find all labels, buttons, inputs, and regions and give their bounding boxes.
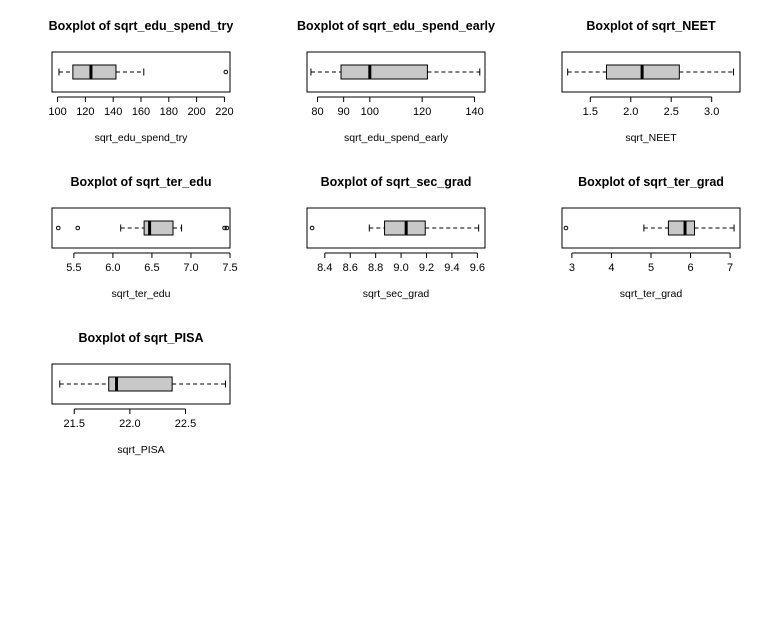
x-tick-label: 6: [687, 262, 693, 274]
x-tick-label: 220: [215, 106, 233, 118]
x-tick-label: 9.0: [393, 262, 408, 274]
iqr-box: [72, 64, 117, 80]
panel-title: Boxplot of sqrt_PISA: [78, 331, 203, 345]
x-tick-label: 8.6: [343, 262, 358, 274]
plot-frame: [561, 207, 741, 249]
panel-title: Boxplot of sqrt_NEET: [586, 19, 716, 33]
x-tick-label: 120: [413, 106, 431, 118]
outlier-point: [224, 225, 230, 231]
x-tick-label: 22.0: [119, 418, 140, 430]
x-tick-label: 9.6: [470, 262, 485, 274]
x-tick-label: 7: [727, 262, 733, 274]
x-axis-label: sqrt_ter_edu: [112, 288, 171, 300]
boxplot-panel: Boxplot of sqrt_NEET 1.5 2.0 2.5 3.0 sqrt_NEE…: [561, 19, 741, 144]
outlier-point: [309, 225, 315, 231]
x-tick-label: 6.0: [105, 262, 120, 274]
x-tick-label: 160: [132, 106, 150, 118]
x-tick-label: 1.5: [583, 106, 598, 118]
x-tick-label: 140: [104, 106, 122, 118]
boxplot-panel: Boxplot of sqrt_ter_edu 5.5 6.0 6.5 7.0 7.5 sq…: [51, 175, 238, 300]
x-tick-label: 7.5: [222, 262, 237, 274]
iqr-box: [340, 64, 428, 80]
plot-frame: [306, 51, 486, 93]
x-tick-label: 9.2: [419, 262, 434, 274]
plot-frame: [51, 51, 231, 93]
x-axis-label: sqrt_ter_grad: [620, 288, 683, 300]
x-tick-label: 21.5: [64, 418, 85, 430]
x-tick-label: 4: [608, 262, 614, 274]
x-tick-label: 120: [76, 106, 94, 118]
x-tick-label: 22.5: [175, 418, 196, 430]
x-axis-label: sqrt_NEET: [625, 132, 677, 144]
x-tick-label: 2.0: [623, 106, 638, 118]
x-tick-label: 8.4: [317, 262, 332, 274]
boxplot-panel: Boxplot of sqrt_edu_spend_early 80 90 100 12…: [297, 19, 495, 144]
x-tick-label: 7.0: [183, 262, 198, 274]
iqr-box: [143, 220, 174, 236]
x-tick-label: 3: [569, 262, 575, 274]
boxplot-panel: Boxplot of sqrt_ter_grad 3 4 5 6 7 sqrt_ter_gr…: [561, 175, 741, 300]
outlier-point: [222, 225, 227, 231]
plot-frame: [51, 363, 231, 405]
x-tick-label: 80: [311, 106, 323, 118]
boxplot-panel: Boxplot of sqrt_PISA 21.5 22.0 22.5 sqrt_PIS…: [51, 331, 231, 456]
outlier-point: [223, 69, 229, 75]
x-tick-label: 90: [338, 106, 350, 118]
x-tick-label: 5: [648, 262, 654, 274]
x-tick-label: 100: [361, 106, 379, 118]
panel-title: Boxplot of sqrt_edu_spend_early: [297, 19, 495, 33]
panel-title: Boxplot of sqrt_edu_spend_try: [49, 19, 234, 33]
x-axis-label: sqrt_sec_grad: [363, 288, 430, 300]
x-tick-label: 8.8: [368, 262, 383, 274]
x-tick-label: 180: [160, 106, 178, 118]
panel-title: Boxplot of sqrt_ter_edu: [71, 175, 212, 189]
boxplot-panel: Boxplot of sqrt_edu_spend_try 100 120 140 16…: [48, 19, 233, 144]
plot-frame: [306, 207, 486, 249]
iqr-box: [108, 376, 173, 392]
outlier-point: [75, 225, 81, 231]
iqr-box: [667, 220, 696, 236]
x-tick-label: 6.5: [144, 262, 159, 274]
x-tick-label: 3.0: [704, 106, 719, 118]
x-axis-label: sqrt_edu_spend_try: [95, 132, 189, 144]
panel-title: Boxplot of sqrt_ter_grad: [578, 175, 724, 189]
panel-title: Boxplot of sqrt_sec_grad: [321, 175, 472, 189]
plot-frame: [561, 51, 741, 93]
outlier-point: [563, 225, 569, 231]
x-tick-label: 9.4: [444, 262, 459, 274]
x-tick-label: 100: [48, 106, 66, 118]
outlier-point: [55, 225, 61, 231]
boxplot-panel: Boxplot of sqrt_sec_grad 8.4 8.6 8.8 9.0 9.2 9…: [306, 175, 486, 300]
x-tick-label: 140: [465, 106, 483, 118]
x-axis-label: sqrt_PISA: [117, 444, 164, 456]
x-tick-label: 200: [187, 106, 205, 118]
x-axis-label: sqrt_edu_spend_early: [344, 132, 449, 144]
x-tick-label: 5.5: [66, 262, 81, 274]
x-tick-label: 2.5: [664, 106, 679, 118]
plot-frame: [51, 207, 231, 249]
